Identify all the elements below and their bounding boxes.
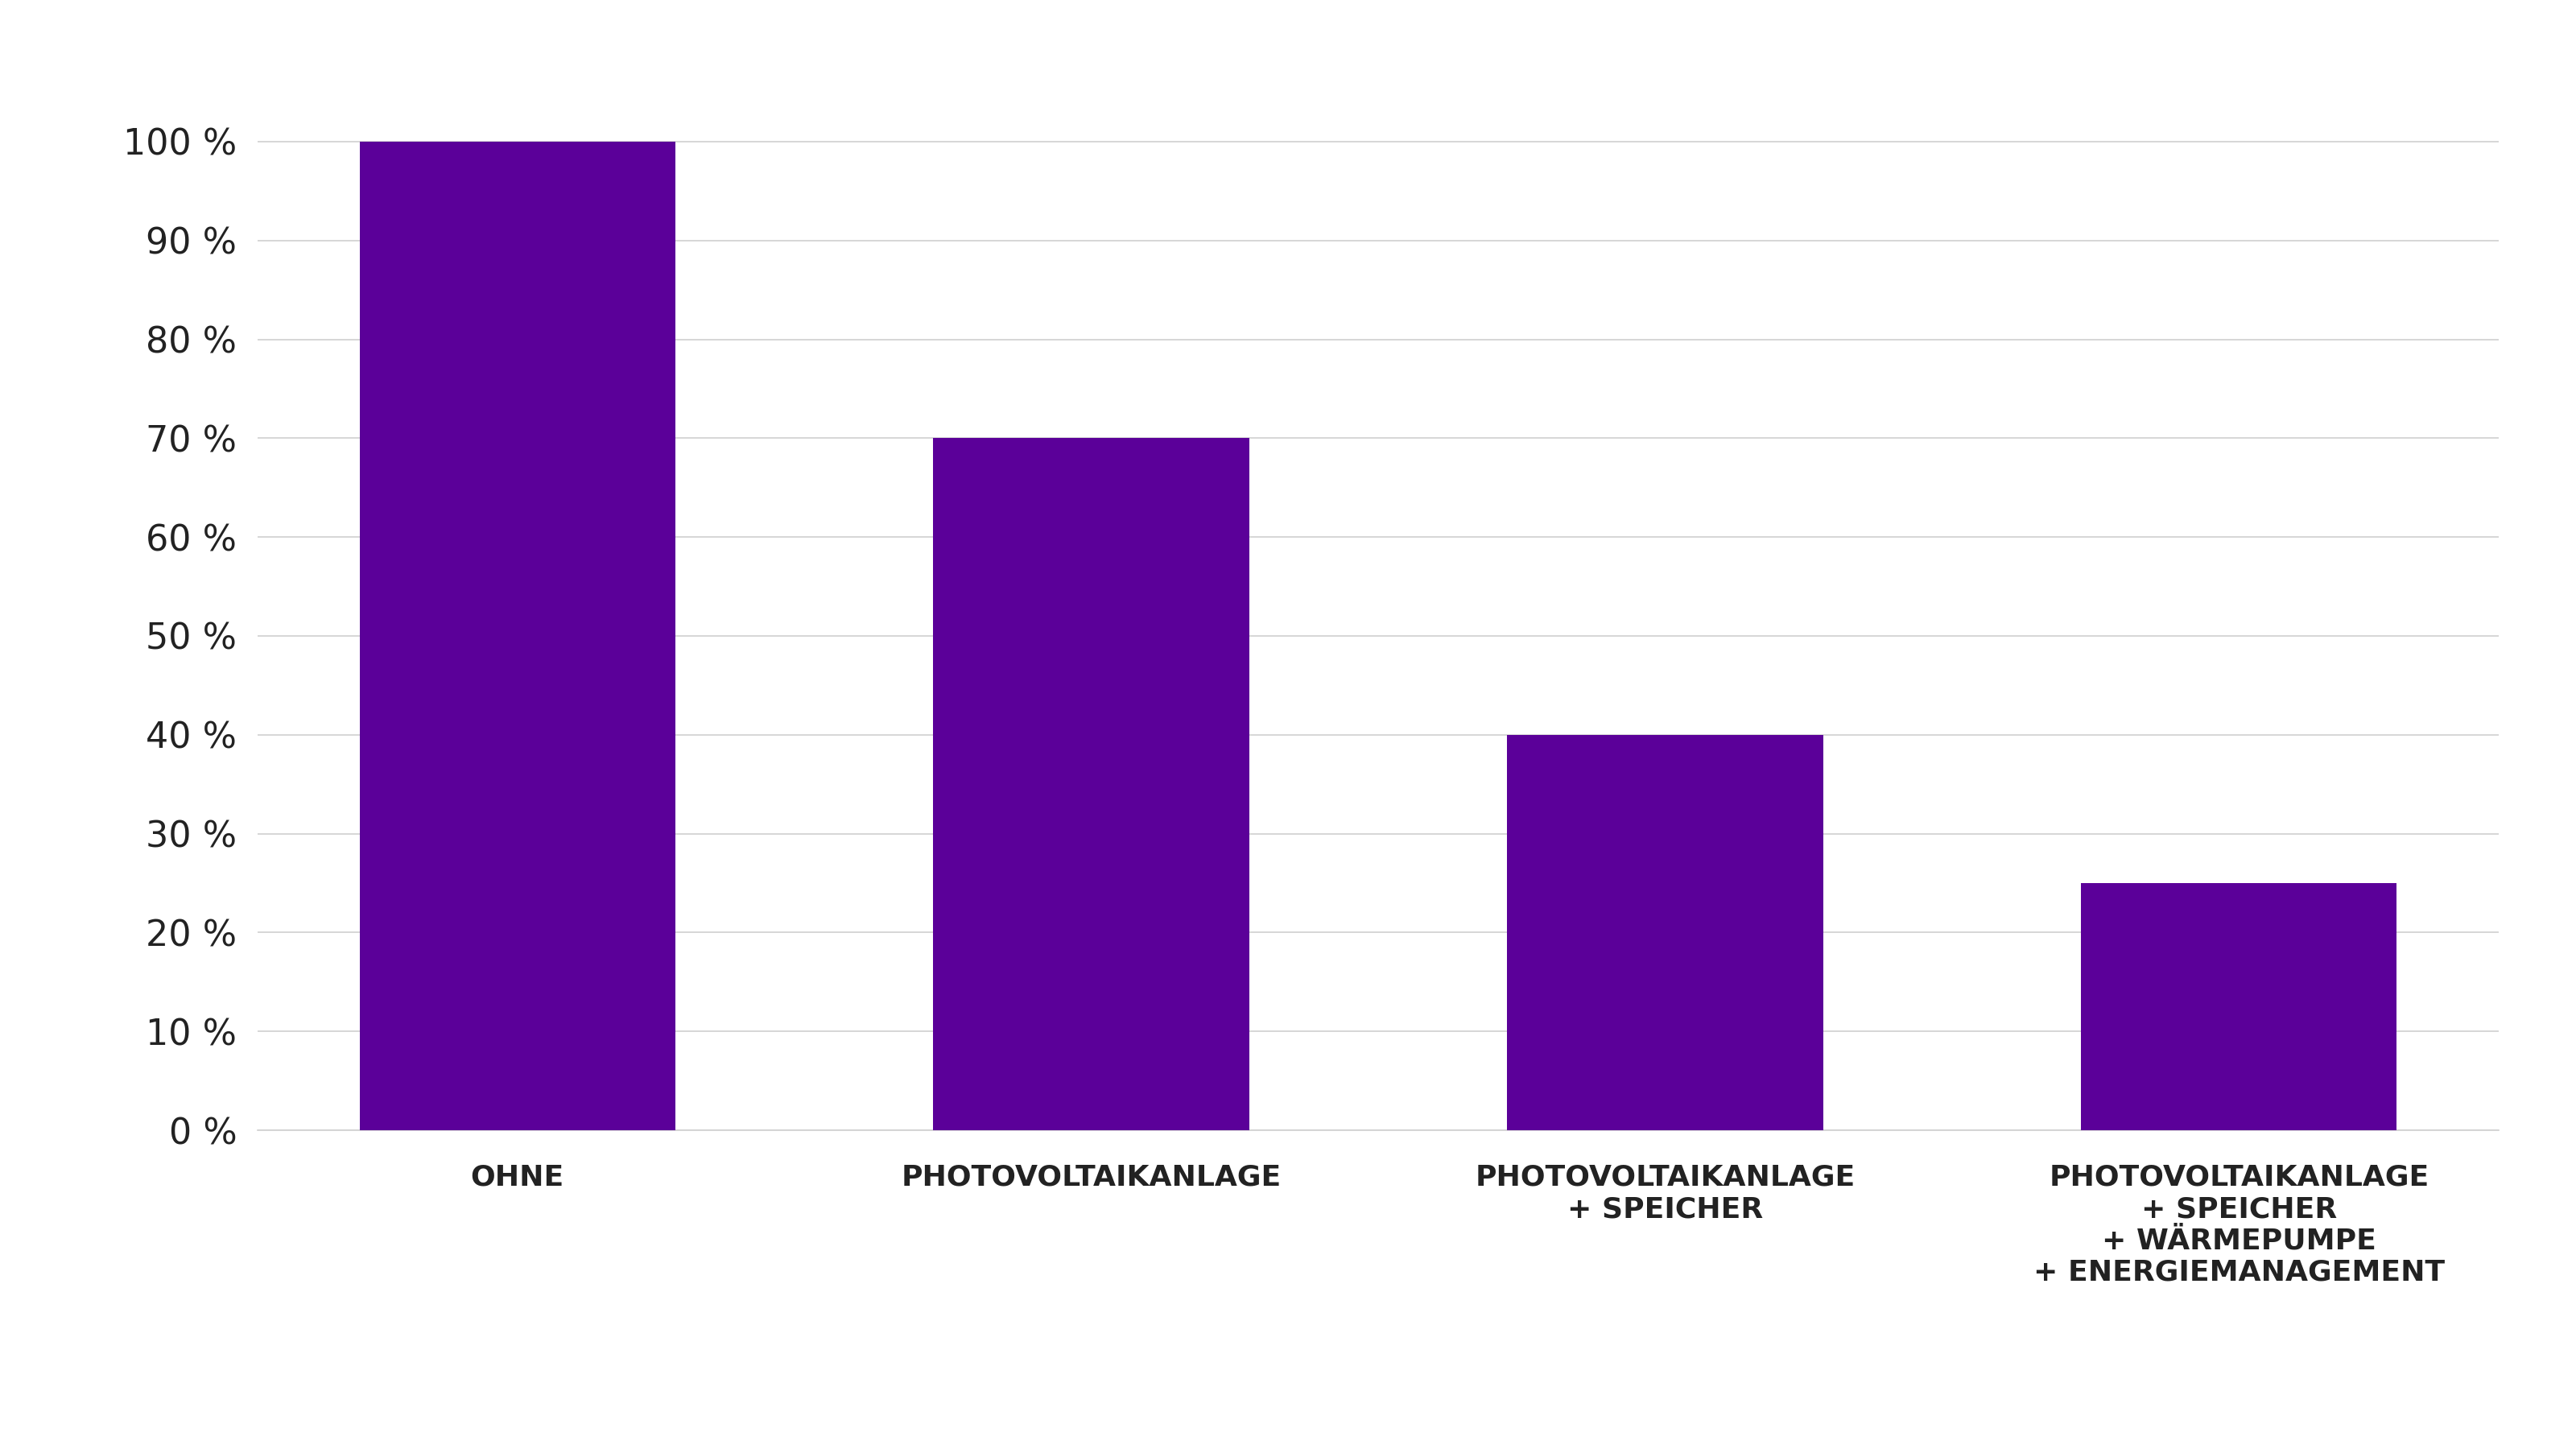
Bar [1507, 735, 1824, 1130]
Bar [2081, 882, 2396, 1130]
Bar [361, 142, 675, 1130]
Bar [933, 438, 1249, 1130]
